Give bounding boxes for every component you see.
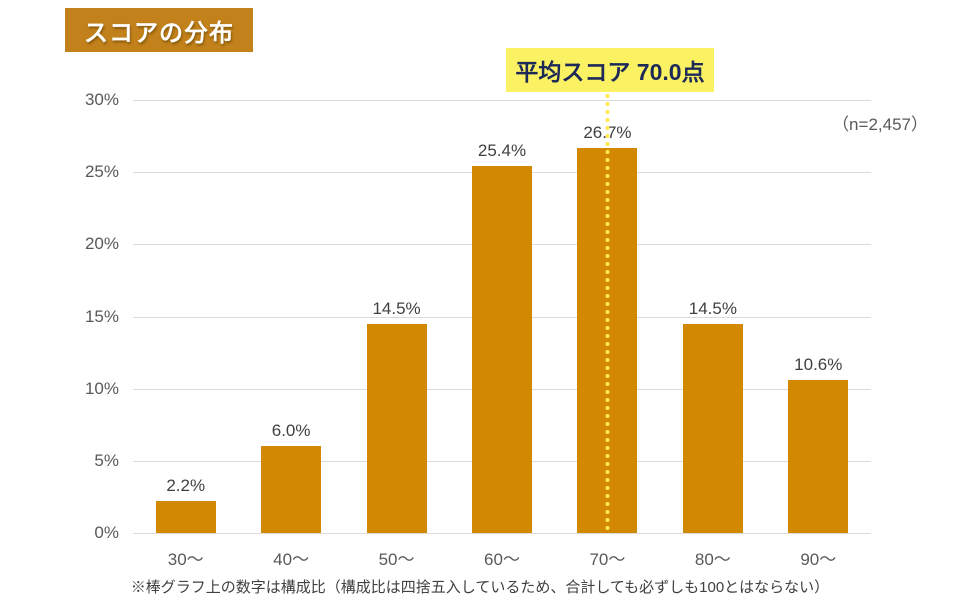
x-axis-tick-label: 30～	[167, 550, 204, 569]
plot-area: 0% 5% 10% 15% 20% 25% 30% 2.2% 30～ 6.0% 40～ 14.5% 50…	[85, 90, 871, 569]
bar	[471, 166, 532, 533]
x-axis-tick-label: 50～	[378, 550, 415, 569]
bar	[682, 323, 743, 533]
bar-value-label: 10.6%	[794, 355, 843, 375]
x-axis-tick-label: 90～	[800, 550, 837, 569]
y-axis-tick-label: 30%	[84, 90, 119, 109]
y-axis-tick-label: 25%	[84, 162, 119, 182]
bar	[261, 446, 322, 533]
bar-value-label: 14.5%	[688, 298, 737, 318]
bar-slot: 14.5% 80～	[660, 100, 765, 569]
y-axis-tick-label: 0%	[94, 523, 119, 542]
sample-size-label: （n=2,457）	[832, 115, 928, 134]
bar-slot: 2.2% 30～	[133, 100, 238, 569]
gridline	[133, 533, 871, 534]
bar-value-label: 14.5%	[372, 298, 421, 318]
y-axis-tick-label: 5%	[94, 450, 119, 470]
bar-value-label: 25.4%	[477, 141, 527, 161]
bar-value-label: 6.0%	[271, 421, 311, 441]
bar-slot: 14.5% 50～	[344, 100, 449, 569]
gridline	[133, 100, 871, 101]
mean-score-dotted-line	[604, 92, 610, 533]
bar-slot: 6.0% 40～	[238, 100, 343, 569]
bar	[788, 380, 849, 533]
y-axis-tick-label: 10%	[84, 378, 119, 398]
bar	[366, 323, 427, 533]
x-axis-tick-label: 60～	[484, 550, 520, 569]
mean-score-annotation: 平均スコア 70.0点	[506, 48, 714, 92]
bar-slot: 25.4% 60～	[449, 100, 554, 569]
x-axis-tick-label: 70～	[589, 550, 626, 569]
x-axis-tick-label: 80～	[694, 550, 731, 569]
y-axis-tick-label: 20%	[84, 234, 119, 254]
y-axis-tick-label: 15%	[84, 306, 119, 326]
bar	[155, 501, 216, 533]
bar-slot: 10.6% 90～	[766, 100, 871, 569]
bar-value-label: 2.2%	[166, 476, 206, 496]
x-axis-tick-label: 40～	[273, 550, 310, 569]
footnote: ※棒グラフ上の数字は構成比（構成比は四捨五入しているため、合計しても必ずしも10…	[130, 579, 830, 596]
chart-title: スコアの分布	[65, 8, 253, 52]
